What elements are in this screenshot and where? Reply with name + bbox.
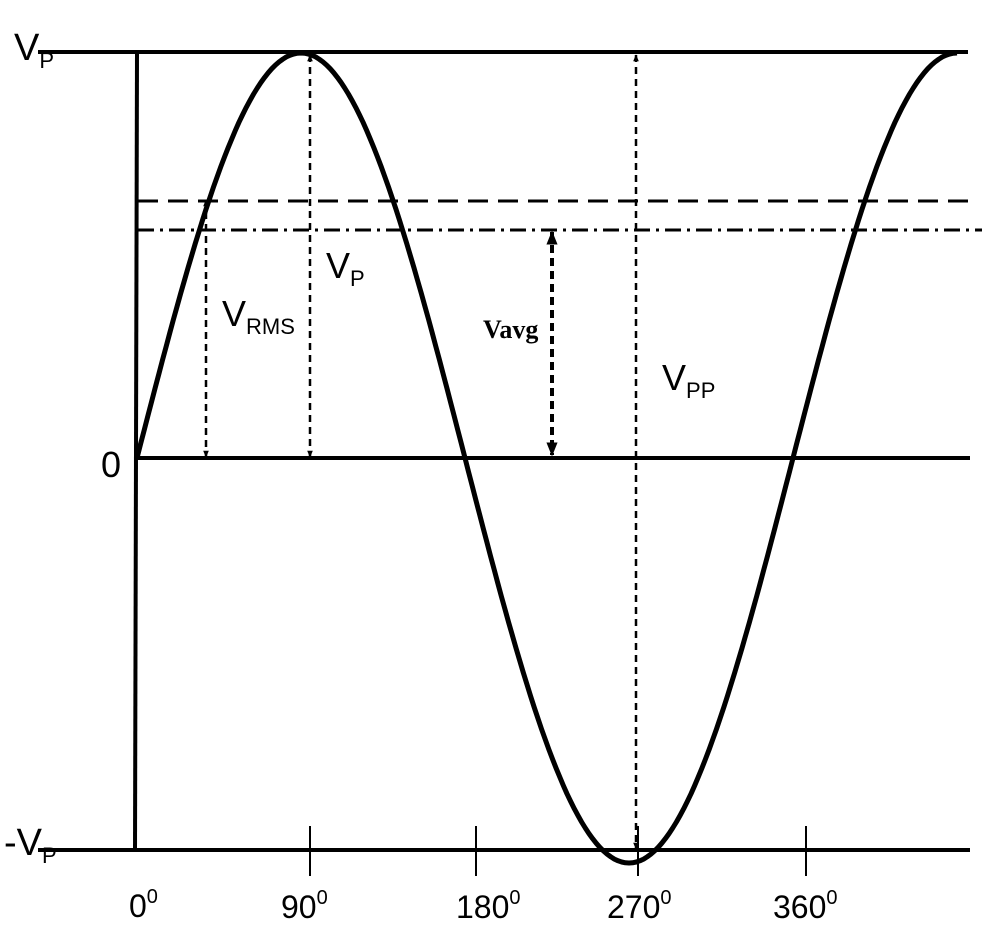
- angle-label-360: 3600: [773, 887, 838, 925]
- angle-label-180: 1800: [456, 887, 521, 925]
- vp-inner-label: VP: [326, 245, 365, 291]
- vp-bottom-label: -VP: [4, 822, 57, 868]
- vp-top-label: VP: [14, 27, 54, 73]
- zero-label: 0: [101, 444, 121, 485]
- vavg-label: Vavg: [483, 315, 538, 344]
- vertical-axis: [133, 51, 139, 851]
- vrms-label: VRMS: [222, 293, 295, 339]
- angle-label-270: 2700: [607, 887, 672, 925]
- sine-wave: [134, 50, 958, 866]
- angle-label-90: 900: [281, 887, 328, 925]
- angle-label-0: 00: [129, 886, 158, 924]
- vpp-label: VPP: [662, 357, 715, 403]
